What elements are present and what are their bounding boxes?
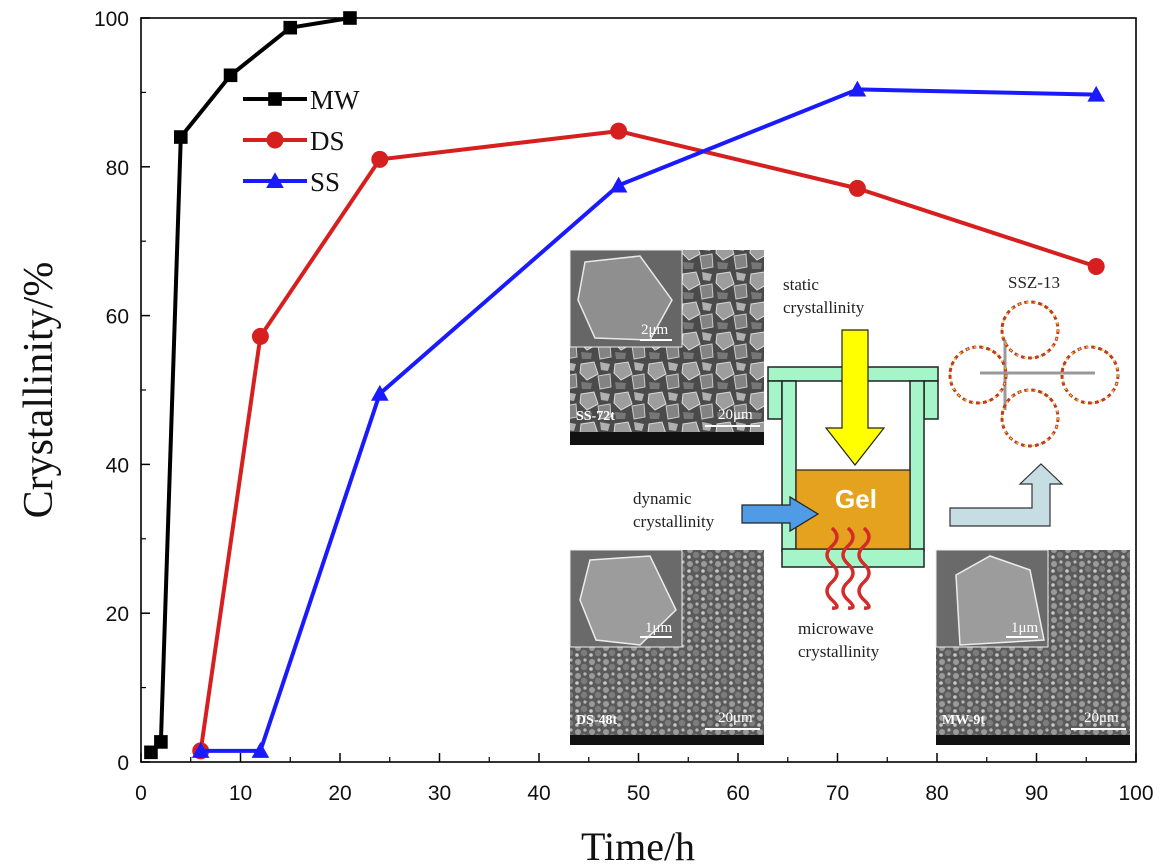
dynamic-label-line1: dynamic xyxy=(633,489,692,508)
series-ds-point xyxy=(610,122,628,140)
sem-ss-sample-label: SS-72t xyxy=(576,409,615,424)
microwave-wave-1 xyxy=(825,526,839,610)
sem-image-mw: 1μm MW-9t 20μm xyxy=(935,549,1130,745)
static-label-line2: crystallinity xyxy=(783,298,865,317)
ssz13-cage-right-si xyxy=(1061,346,1119,404)
sem-mw-crystal xyxy=(955,555,1045,646)
x-tick-label: 100 xyxy=(1118,782,1153,805)
sem-ds-inset-scale: 1μm xyxy=(645,620,673,636)
x-tick-label: 10 xyxy=(229,782,252,805)
y-tick-label: 100 xyxy=(94,8,129,31)
gel-label: Gel xyxy=(835,484,877,514)
series-ss-point xyxy=(848,80,867,97)
sem-ss-info-bar xyxy=(570,432,764,445)
y-tick-label: 20 xyxy=(106,603,129,626)
inset-illustration: 2μm SS-72t 20μm 1μm DS-48t 20μm 1μm MW-9… xyxy=(569,249,1130,745)
x-axis-title: Time/h xyxy=(581,824,695,867)
legend-marker-mw xyxy=(268,92,282,106)
x-tick-label: 0 xyxy=(135,782,147,805)
series-mw-point xyxy=(223,68,238,83)
sem-image-ds: 1μm DS-48t 20μm xyxy=(569,549,764,745)
series-mw-point xyxy=(154,735,168,749)
microwave-label-line1: microwave xyxy=(798,619,874,638)
series-layer xyxy=(144,11,1105,760)
microwave-label-line2: crystallinity xyxy=(798,642,880,661)
sem-ds-crystal xyxy=(579,555,677,646)
x-tick-label: 30 xyxy=(428,782,451,805)
series-ds-point xyxy=(371,150,389,168)
series-ds xyxy=(192,122,1105,760)
sem-image-ss: 2μm SS-72t 20μm xyxy=(569,249,764,445)
sem-mw-info-bar xyxy=(936,735,1130,745)
microwave-wave-2 xyxy=(841,526,855,610)
static-arrow xyxy=(824,329,886,466)
y-tick-label: 80 xyxy=(106,157,129,180)
series-ds-point xyxy=(848,179,866,197)
legend-label-mw: MW xyxy=(310,85,360,115)
series-mw xyxy=(144,11,357,760)
y-tick-label: 40 xyxy=(106,454,129,477)
x-tick-label: 60 xyxy=(726,782,749,805)
y-tick-label: 60 xyxy=(106,306,129,329)
series-mw-point xyxy=(174,130,188,144)
sem-ds-scale: 20μm xyxy=(718,710,753,726)
product-arrow xyxy=(949,463,1064,527)
legend-label-ss: SS xyxy=(310,167,340,197)
sem-mw-inset-scale: 1μm xyxy=(1011,620,1039,636)
series-ss xyxy=(191,80,1105,758)
series-ss-line xyxy=(200,87,1097,753)
legend-marker-ds xyxy=(266,131,284,149)
microwave-wave-3 xyxy=(857,526,871,610)
sem-ss-inset-scale: 2μm xyxy=(641,322,669,338)
x-tick-label: 70 xyxy=(826,782,849,805)
ssz13-cage-top-si xyxy=(1001,301,1059,359)
series-ss-point xyxy=(609,176,628,193)
series-ss-point xyxy=(371,384,389,401)
ssz13-structure-icon xyxy=(948,300,1120,448)
y-axis-ticks: 0 20 40 60 80 100 xyxy=(94,8,150,775)
sem-ds-info-bar xyxy=(570,735,764,745)
microwave-waves-icon xyxy=(825,526,871,610)
legend-marker-ss xyxy=(266,172,284,189)
autoclave-lid-left xyxy=(767,380,783,420)
series-ss-point xyxy=(1087,85,1105,102)
series-mw-point xyxy=(343,11,357,25)
x-tick-label: 80 xyxy=(925,782,948,805)
series-ds-point xyxy=(251,327,269,345)
legend: MW DS SS xyxy=(243,85,360,197)
series-ds-point xyxy=(1087,257,1105,275)
ssz13-cage-left-si xyxy=(949,346,1007,404)
x-tick-label: 20 xyxy=(328,782,351,805)
autoclave-wall-right xyxy=(909,380,925,552)
series-ss-point xyxy=(251,742,270,758)
legend-label-ds: DS xyxy=(310,126,345,156)
sem-ds-sample-label: DS-48t xyxy=(576,713,618,728)
autoclave-base xyxy=(781,548,925,568)
series-mw-point xyxy=(144,745,158,760)
x-tick-label: 40 xyxy=(527,782,550,805)
ssz13-label: SSZ-13 xyxy=(1008,273,1060,292)
x-tick-label: 90 xyxy=(1025,782,1048,805)
y-tick-label: 0 xyxy=(117,752,129,775)
series-ds-line xyxy=(198,129,1097,752)
static-label-line1: static xyxy=(783,275,819,294)
dynamic-label-line2: crystallinity xyxy=(633,512,715,531)
x-tick-label: 50 xyxy=(627,782,650,805)
series-mw-point xyxy=(283,20,298,35)
y-axis-title: Crystallinity/% xyxy=(16,262,62,519)
x-axis-ticks: 0 10 20 30 40 50 60 70 80 90 100 xyxy=(135,753,1154,805)
sem-ss-scale: 20μm xyxy=(718,407,753,423)
autoclave-lid-right xyxy=(923,380,939,420)
dynamic-arrow xyxy=(741,495,820,533)
sem-mw-sample-label: MW-9t xyxy=(942,713,985,728)
sem-mw-scale: 20μm xyxy=(1084,710,1119,726)
series-ss-point xyxy=(191,742,210,758)
ssz13-cage-bottom-si xyxy=(1001,389,1059,447)
